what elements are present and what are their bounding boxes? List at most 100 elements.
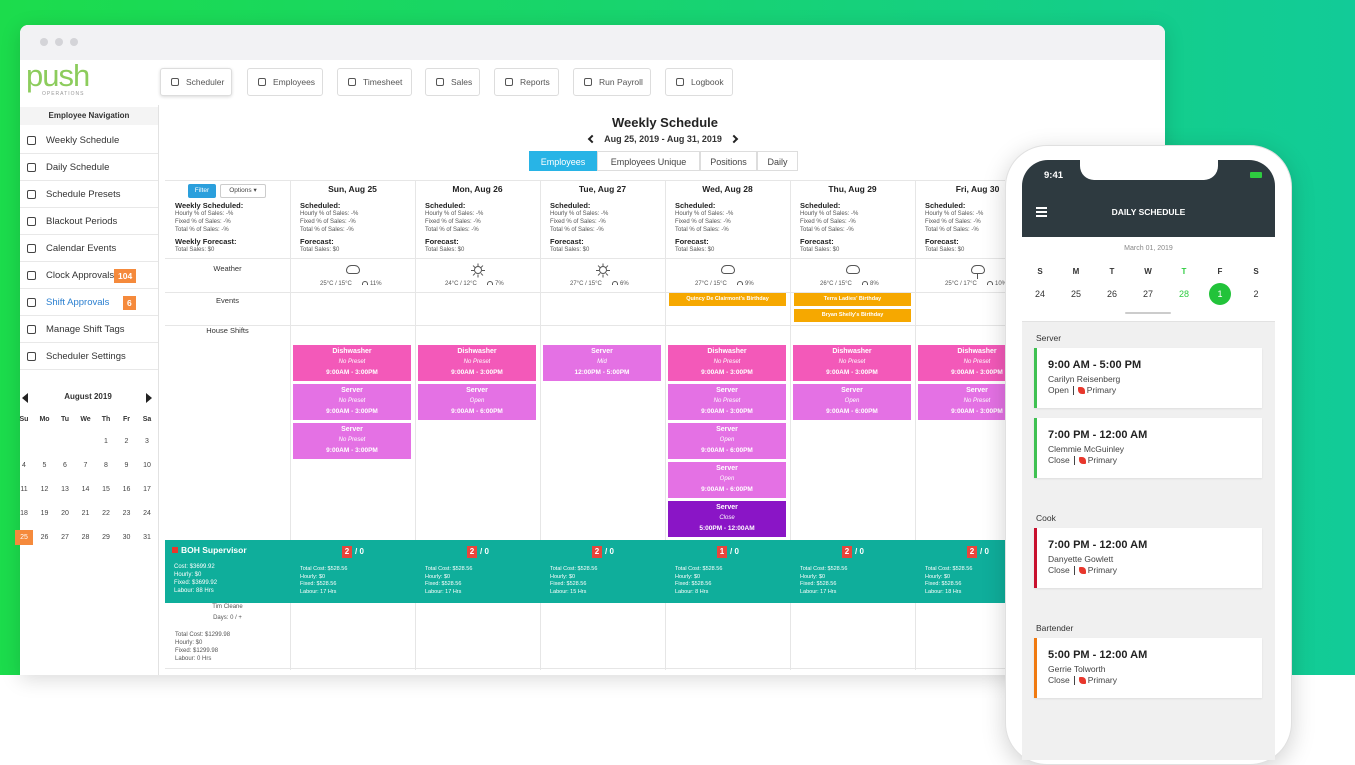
toolbar-button[interactable]: Run Payroll [573,68,651,96]
day-name: Fri, Aug 30 [955,184,1000,194]
tab[interactable]: Daily [757,151,798,171]
toolbar-button[interactable]: Employees [247,68,323,96]
cal-day[interactable]: 18 [20,510,28,517]
nav-item[interactable]: Manage Shift Tags [20,316,158,343]
shift[interactable]: Dishwasher No Preset 9:00AM - 3:00PM [418,345,536,381]
cal-day[interactable]: 30 [122,534,131,541]
cal-day[interactable]: 11 [20,486,28,493]
toolbar-button[interactable]: Sales [425,68,480,96]
grid-col-line [665,180,666,670]
toolbar-button[interactable]: Reports [494,68,559,96]
schedule-title: Weekly Schedule [612,115,718,130]
cal-day[interactable]: 9 [124,462,129,469]
phone-day[interactable]: 26 [1106,289,1117,299]
event[interactable]: Bryan Shelly's Birthday [794,309,911,322]
cal-day[interactable]: 19 [40,510,49,517]
phone-day[interactable]: 1 [1217,289,1223,299]
shift[interactable]: Server Open 9:00AM - 6:00PM [793,384,911,420]
cal-next[interactable] [146,393,152,403]
event[interactable]: Terra Ladies' Birthday [794,293,911,306]
event[interactable]: Quincy De Clairmont's Birthday [669,293,786,306]
cal-day[interactable]: 1 [104,438,108,445]
phone-day[interactable]: 27 [1142,289,1153,299]
shift[interactable]: Dishwasher No Preset 9:00AM - 3:00PM [293,345,411,381]
nav-label: Blackout Periods [46,216,118,227]
cal-day[interactable]: 10 [143,462,151,469]
phone-shift-card[interactable]: 7:00 PM - 12:00 AM Danyette Gowlett Close P… [1034,528,1262,588]
nav-item[interactable]: Weekly Schedule [20,127,158,154]
cal-day[interactable]: 17 [143,486,151,493]
phone-shift-card[interactable]: 7:00 PM - 12:00 AM Clemmie McGuinley Close… [1034,418,1262,478]
nav-item[interactable]: Blackout Periods [20,208,158,235]
cal-day[interactable]: 29 [102,534,110,541]
cal-day[interactable]: 26 [40,534,49,541]
shift-note: No Preset [338,359,366,365]
nav-item[interactable]: Clock Approvals 104 [20,262,158,289]
cal-day[interactable]: 2 [124,438,129,445]
phone-shift-card[interactable]: 5:00 PM - 12:00 AM Gerrie Tolworth Close Pr… [1034,638,1262,698]
cal-day[interactable]: 20 [61,510,69,517]
phone-day[interactable]: 2 [1253,289,1259,299]
shift[interactable]: Dishwasher No Preset 9:00AM - 3:00PM [793,345,911,381]
cal-day[interactable]: 13 [61,486,69,493]
filter-button[interactable]: Filter [188,184,216,198]
shift-time: 9:00AM - 6:00PM [451,408,503,415]
toolbar-button[interactable]: Scheduler [160,68,232,96]
summary-line: Forecast: [550,237,584,246]
shift[interactable]: Server No Preset 9:00AM - 3:00PM [293,423,411,459]
nav-item[interactable]: Shift Approvals 6 [20,289,158,316]
cal-day[interactable]: 7 [83,462,88,469]
phone-day[interactable]: 25 [1070,289,1081,299]
cal-day[interactable]: 8 [104,462,108,469]
cal-day[interactable]: 14 [81,486,90,493]
shift[interactable]: Server Close 5:00PM - 12:00AM [668,501,786,537]
cal-day[interactable]: 27 [61,534,69,541]
shift[interactable]: Server Mid 12:00PM - 5:00PM [543,345,661,381]
cal-day[interactable]: 25 [15,530,33,545]
shift[interactable]: Server No Preset 9:00AM - 3:00PM [293,384,411,420]
phone-menu-line [1036,211,1047,213]
cal-weekday: Th [101,416,111,423]
toolbar-button[interactable]: Logbook [665,68,733,96]
precip-icon [362,281,368,285]
phone-shift-tag-icon [1078,677,1086,684]
shift-role: Server [716,504,738,511]
shift[interactable]: Server Open 9:00AM - 6:00PM [418,384,536,420]
shift[interactable]: Server Open 9:00AM - 6:00PM [668,423,786,459]
day-total: Labour: 18 Hrs [925,588,962,595]
options-button[interactable]: Options ▾ [220,184,266,198]
cal-prev[interactable] [22,393,28,403]
phone-shift-person: Clemmie McGuinley [1048,444,1125,454]
cal-day[interactable]: 3 [145,438,149,445]
cal-day[interactable]: 21 [81,510,90,517]
toolbar-label: Employees [273,77,316,87]
cal-day[interactable]: 22 [102,510,110,517]
tab[interactable]: Employees [529,151,597,171]
nav-item[interactable]: Daily Schedule [20,154,158,181]
shift[interactable]: Dishwasher No Preset 9:00AM - 3:00PM [668,345,786,381]
phone-day[interactable]: 28 [1178,289,1189,299]
shift[interactable]: Server Open 9:00AM - 6:00PM [668,462,786,498]
cal-day[interactable]: 31 [143,534,151,541]
cal-day[interactable]: 16 [122,486,131,493]
nav-item[interactable]: Schedule Presets [20,181,158,208]
cal-weekday: Tu [60,416,70,423]
tab[interactable]: Employees Unique [597,151,700,171]
phone-day[interactable]: 24 [1034,289,1045,299]
summary-line: Forecast: [800,237,834,246]
summary-line: Total Sales: $0 [300,247,340,253]
toolbar-button[interactable]: Timesheet [337,68,412,96]
nav-item[interactable]: Calendar Events [20,235,158,262]
cal-day[interactable]: 5 [42,462,47,469]
cal-day[interactable]: 12 [40,486,49,493]
cal-day[interactable]: 24 [143,510,151,517]
nav-item[interactable]: Scheduler Settings [20,343,158,370]
cal-day[interactable]: 28 [81,534,90,541]
phone-shift-card[interactable]: 9:00 AM - 5:00 PM Carilyn Reisenberg Open P… [1034,348,1262,408]
cal-day[interactable]: 15 [102,486,110,493]
cal-day[interactable]: 6 [63,462,67,469]
cal-day[interactable]: 23 [122,510,131,517]
cal-day[interactable]: 4 [22,462,26,469]
tab[interactable]: Positions [700,151,757,171]
shift[interactable]: Server No Preset 9:00AM - 3:00PM [668,384,786,420]
